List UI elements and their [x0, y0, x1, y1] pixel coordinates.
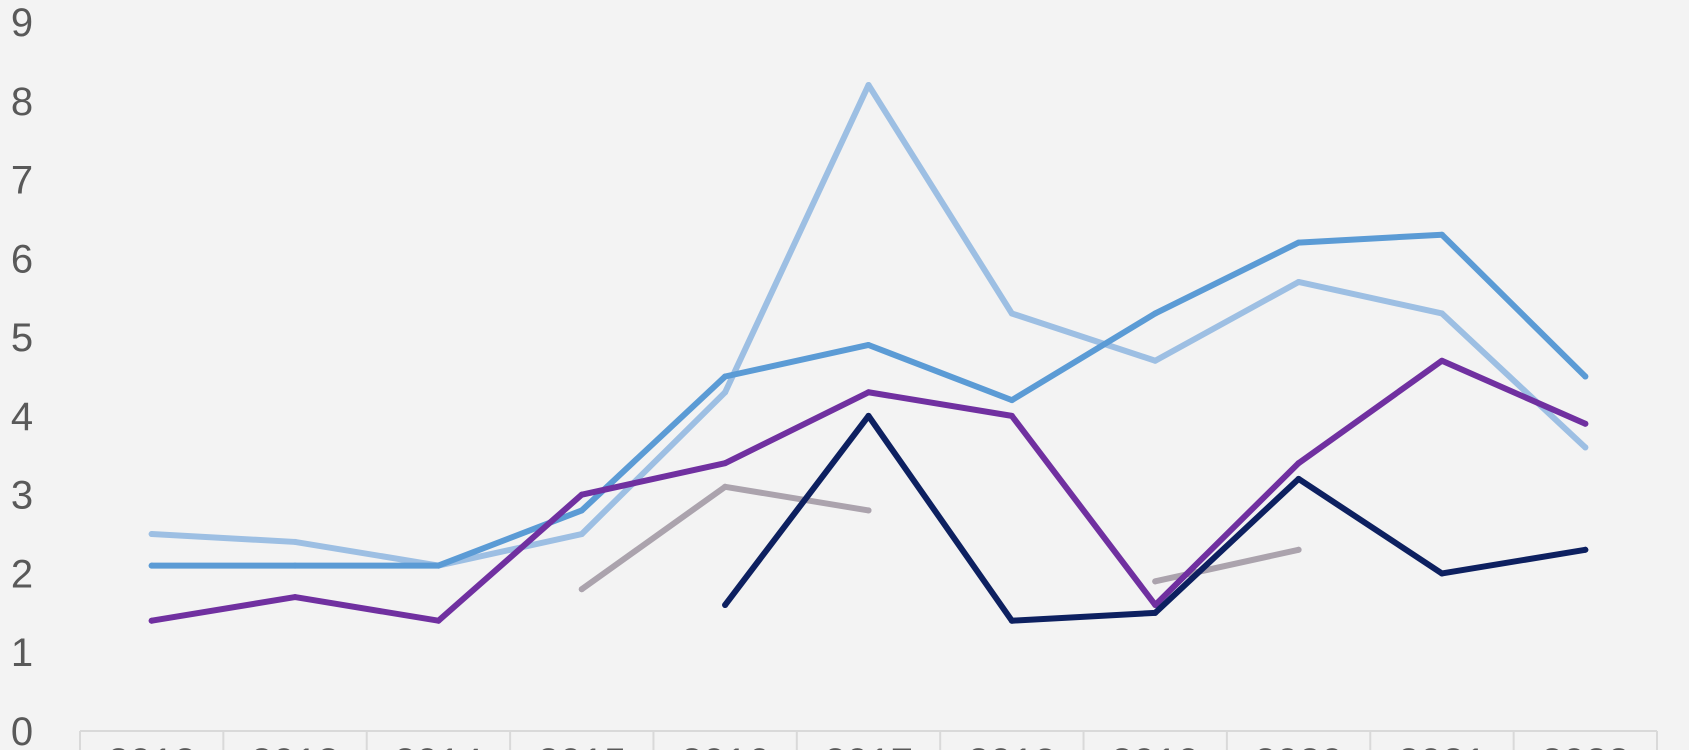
x-tick-label: 2013: [251, 741, 340, 750]
series-line: [148, 231, 1589, 569]
series-4: [148, 357, 1589, 624]
x-tick-label: 2015: [537, 741, 626, 750]
series-line: [1152, 546, 1302, 585]
x-tick-label: 2014: [394, 741, 483, 750]
x-tick-label: 2017: [824, 741, 913, 750]
y-tick-label: 7: [11, 159, 33, 203]
y-axis: 0 1 2 3 4 5 6 7 8 9: [11, 1, 33, 750]
y-tick-label: 0: [11, 710, 33, 750]
y-tick-label: 3: [11, 474, 33, 518]
x-tick-label: 2018: [967, 741, 1056, 750]
x-tick-label: 2021: [1397, 741, 1486, 750]
series-line: [578, 483, 872, 593]
series-1: [148, 82, 1589, 569]
y-tick-label: 8: [11, 80, 33, 124]
series-line: [148, 357, 1589, 624]
y-tick-label: 5: [11, 316, 33, 360]
y-tick-label: 2: [11, 552, 33, 596]
series-5: [722, 412, 1589, 624]
x-tick-label: 2012: [107, 741, 196, 750]
x-tick-label: 2020: [1254, 741, 1343, 750]
x-axis: 2012 2013 2014 2015 2016 2017 2018 2019 2020 2021…: [79, 730, 1658, 750]
x-tick-label: 2016: [681, 741, 770, 750]
series-layer: [148, 82, 1589, 624]
y-tick-label: 6: [11, 237, 33, 281]
y-tick-label: 9: [11, 1, 33, 45]
series-line: [148, 82, 1589, 569]
series-3: [578, 483, 1302, 593]
y-tick-label: 4: [11, 395, 33, 439]
y-tick-label: 1: [11, 631, 33, 675]
x-tick-label: 2019: [1111, 741, 1200, 750]
series-2: [148, 231, 1589, 569]
x-tick-label: 2022: [1541, 741, 1630, 750]
series-line: [722, 412, 1589, 624]
